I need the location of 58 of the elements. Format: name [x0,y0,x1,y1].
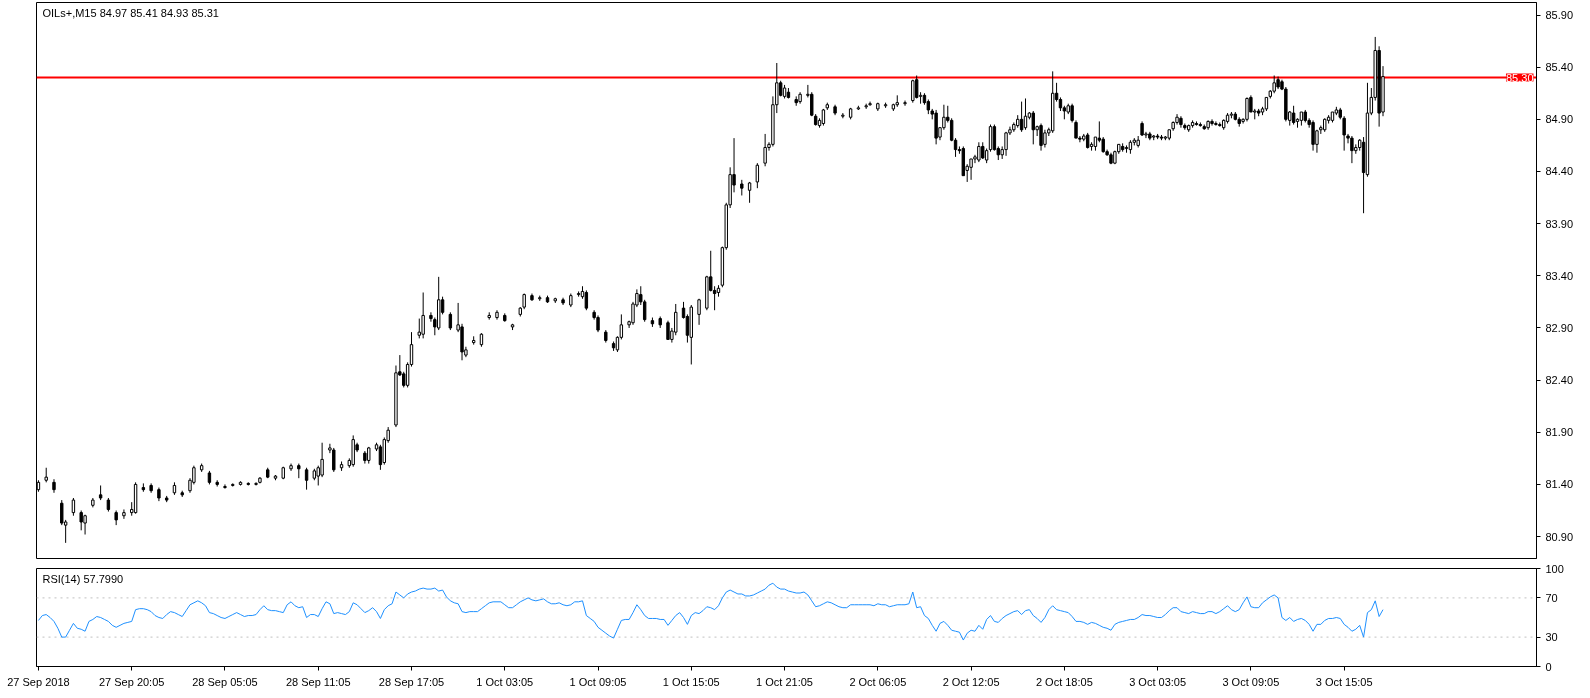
y-tick-label: 85.40 [1545,61,1574,74]
candlestick [763,133,767,167]
x-tick-label: 3 Oct 03:05 [1129,675,1187,688]
candlestick [977,141,981,163]
chart-title: RSI(14) 57.7990 [42,572,124,585]
candlestick [1039,123,1043,152]
y-tick-label: 81.40 [1545,478,1574,491]
y-tick-label: 84.40 [1545,165,1574,178]
x-tick-label: 2 Oct 06:05 [849,675,907,688]
candlestick [1214,120,1218,127]
candlestick [122,508,126,520]
y-tick-label: 83.90 [1545,217,1574,230]
candlestick [1179,115,1183,129]
x-tick-label: 28 Sep 17:05 [378,675,445,688]
candlestick [584,289,589,311]
y-tick-label: 100 [1545,562,1564,575]
y-tick-label: 82.90 [1545,321,1574,334]
candlestick [1070,103,1074,123]
y-tick-label: 85.90 [1545,9,1574,22]
candlestick [1031,110,1035,145]
y-tick-label: 30 [1545,631,1558,644]
candlestick [1245,96,1249,122]
candlestick [417,318,421,339]
y-tick-label: 80.90 [1545,530,1574,543]
x-tick-label: 1 Oct 09:05 [569,675,627,688]
x-tick-label: 1 Oct 15:05 [662,675,720,688]
ref-line-label: 85.30 [1505,71,1534,84]
y-tick-label: 83.40 [1545,269,1574,282]
y-tick-label: 84.90 [1545,113,1574,126]
chart-title: OILs+,M15 84.97 85.41 84.93 85.31 [42,6,219,19]
x-tick-label: 27 Sep 20:05 [98,675,165,688]
x-tick-label: 2 Oct 12:05 [942,675,1000,688]
y-tick-label: 70 [1545,591,1558,604]
candlestick [969,158,973,181]
candlestick [868,101,872,107]
candlestick [697,298,701,326]
y-tick-label: 81.90 [1545,426,1574,439]
candlestick [223,483,227,490]
x-tick-label: 1 Oct 03:05 [476,675,534,688]
x-tick-label: 27 Sep 2018 [7,675,70,688]
candlestick [1311,119,1315,152]
candlestick [666,320,670,340]
y-tick-label: 0 [1545,660,1552,673]
x-tick-label: 3 Oct 09:05 [1222,675,1280,688]
x-tick-label: 2 Oct 18:05 [1035,675,1093,688]
candlestick [421,292,425,339]
x-tick-label: 3 Oct 15:05 [1315,675,1373,688]
candlestick [1350,135,1354,164]
candlestick [1210,118,1214,127]
x-tick-label: 28 Sep 11:05 [285,675,351,688]
y-tick-label: 82.40 [1545,374,1574,387]
candlestick [332,447,336,473]
candlestick [304,467,309,491]
candlestick [79,510,83,531]
x-tick-label: 1 Oct 21:05 [756,675,813,688]
candlestick [903,100,907,107]
x-tick-label: 28 Sep 05:05 [192,675,258,688]
candlestick [755,162,760,189]
